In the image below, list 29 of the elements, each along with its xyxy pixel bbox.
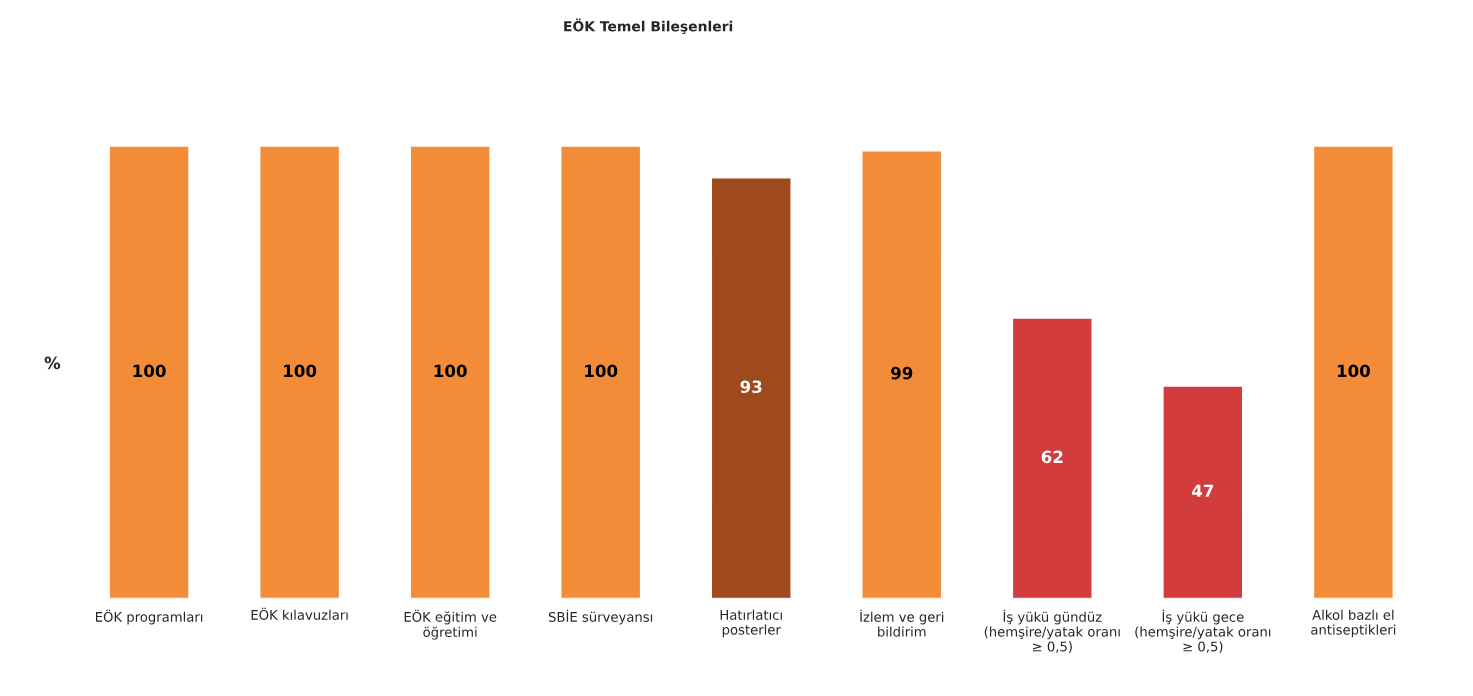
x-tick-label: EÖK eğitim ve öğretimi [404,609,497,640]
data-label: 93 [740,380,762,394]
x-tick-label: İzlem ve geri bildirim [860,609,944,637]
data-label: 47 [1192,484,1214,497]
bar [861,149,943,599]
bar [1162,385,1244,599]
data-label: 99 [891,366,913,380]
data-label: 100 [284,364,317,378]
data-label: 62 [1041,450,1063,464]
bar [1011,317,1093,599]
x-tick-label: İş yükü gündüz (hemşire/yatak oranı ≥ 0,5) [984,609,1120,653]
data-label: 100 [133,364,166,378]
x-tick-label: EÖK kılavuzları [251,607,348,620]
x-tick-label: Alkol bazlı el antiseptikleri [1311,609,1396,638]
x-tick-label: Hatırlatıcı posterler [720,609,782,638]
bar [108,146,190,599]
bar [1312,146,1394,599]
x-tick-label: EÖK programları [96,609,203,625]
data-label: 100 [585,364,618,378]
x-tick-label: İş yükü gece (hemşire/yatak oranı ≥ 0,5) [1135,609,1271,653]
bar [710,177,792,599]
data-label: 100 [1337,364,1370,378]
chart-title: EÖK Temel Bileşenleri [564,18,733,35]
bar [259,146,341,599]
x-tick-label: SBİE sürveyansı [548,609,653,625]
data-label: 100 [434,364,467,378]
y-axis-title: % [44,356,61,370]
bar [409,146,491,599]
bar [560,146,642,599]
